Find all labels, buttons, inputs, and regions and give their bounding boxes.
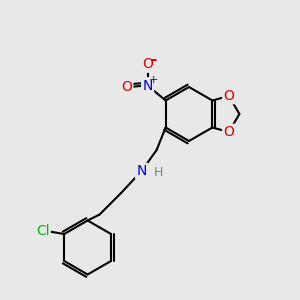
Text: N: N	[136, 164, 147, 178]
Text: Cl: Cl	[36, 224, 50, 238]
Text: O: O	[224, 89, 234, 103]
Text: -: -	[150, 52, 156, 67]
Text: H: H	[153, 166, 163, 179]
Text: O: O	[142, 58, 153, 71]
Text: +: +	[148, 75, 158, 85]
Text: N: N	[142, 79, 153, 92]
Text: O: O	[121, 80, 132, 94]
Text: O: O	[224, 125, 234, 139]
